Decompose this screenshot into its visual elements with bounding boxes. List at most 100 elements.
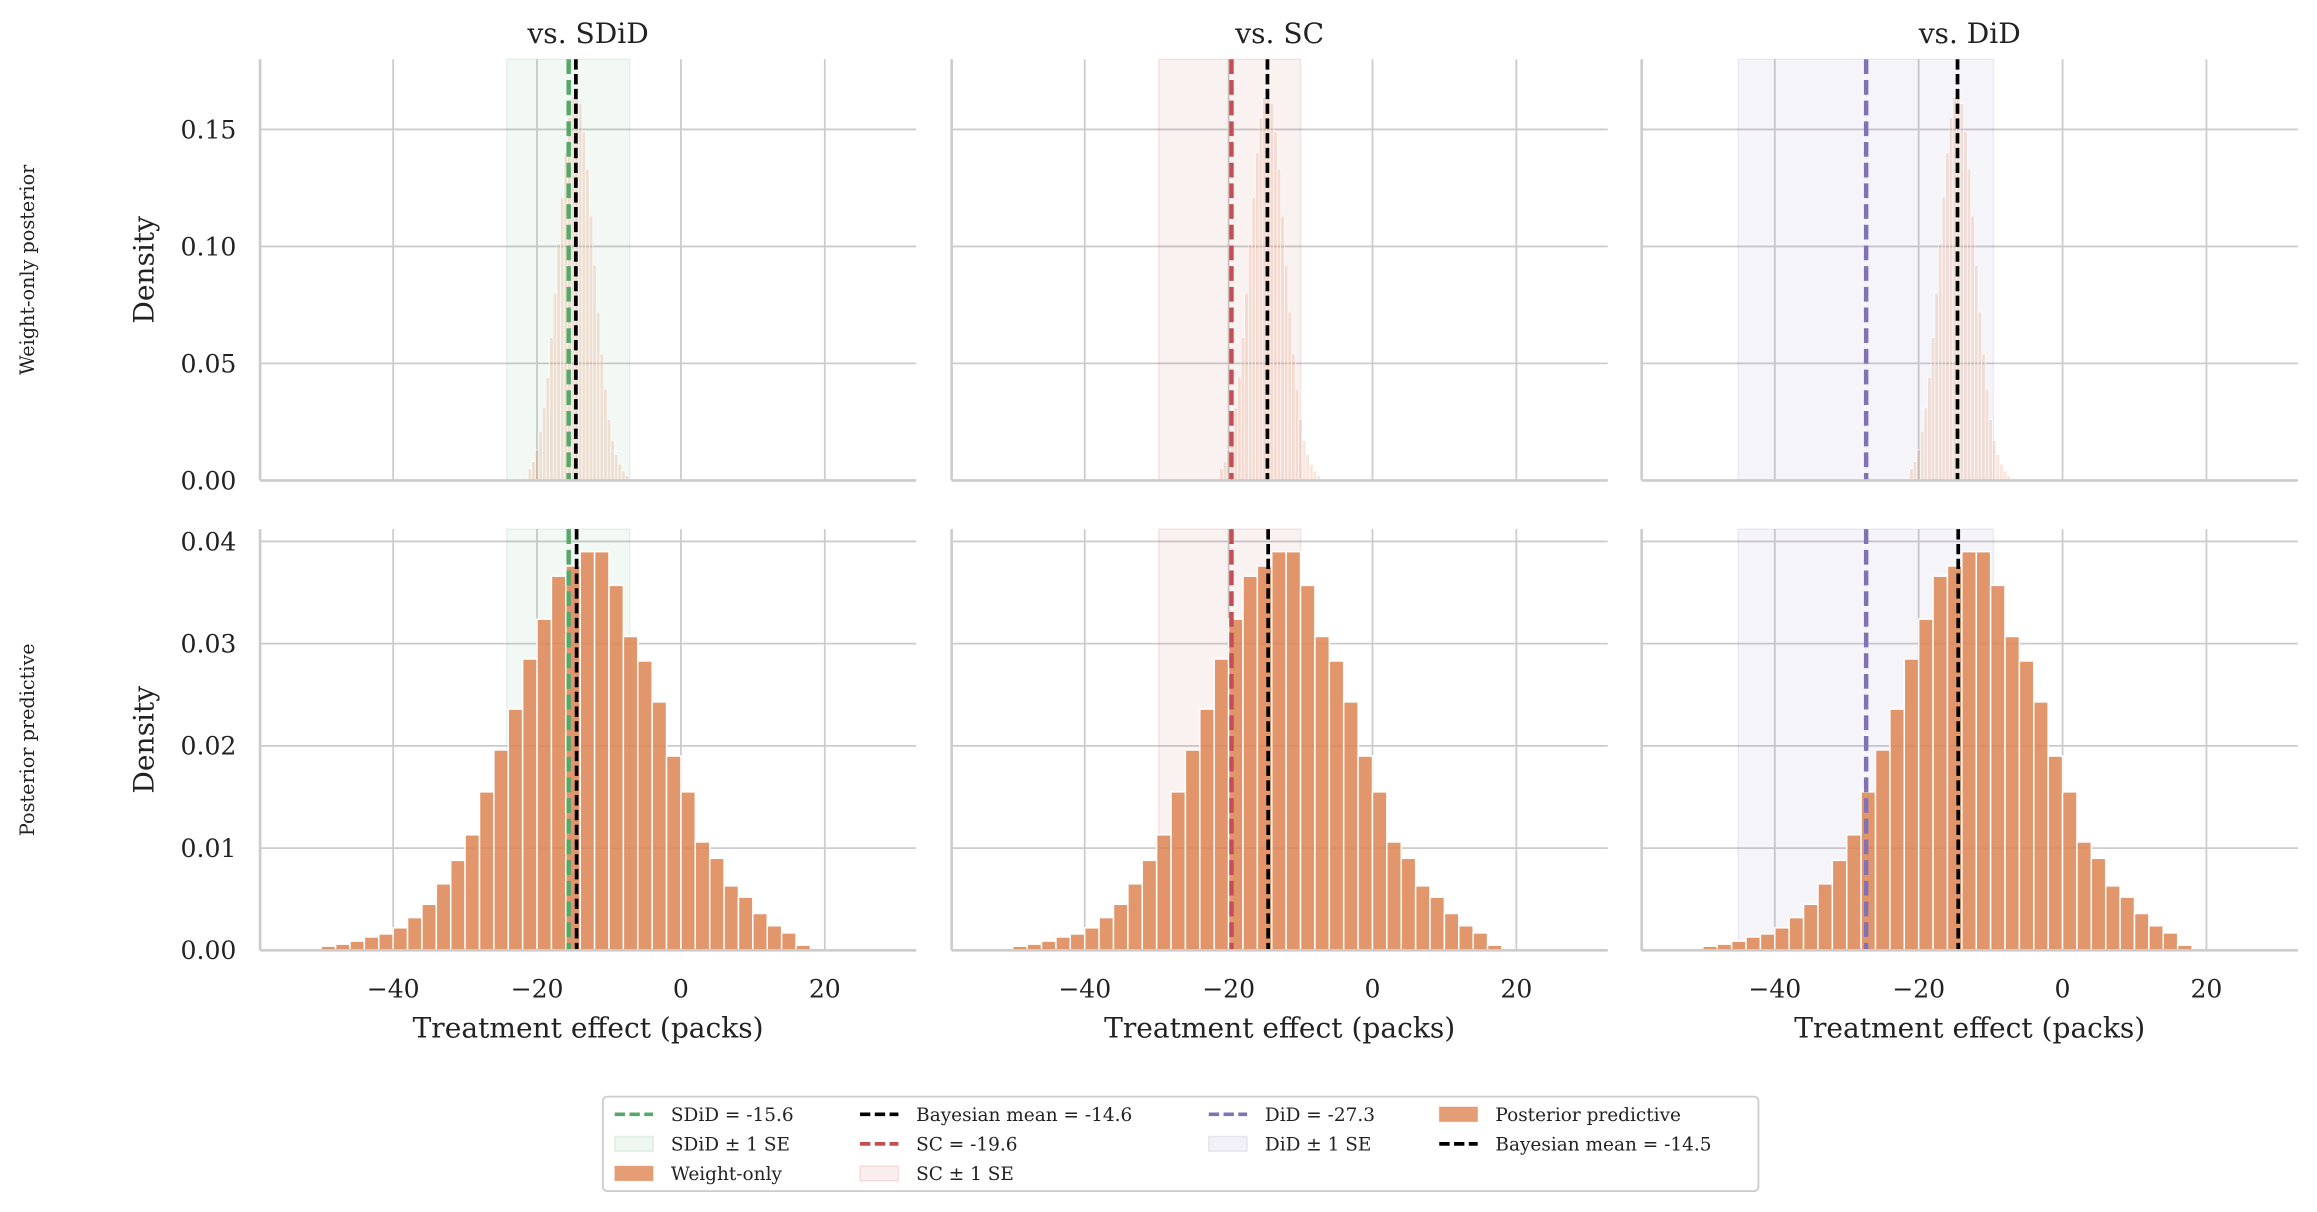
histogram-bar <box>1774 927 1790 952</box>
histogram-bar <box>694 841 711 952</box>
y-tick-label: 0.02 <box>181 732 237 761</box>
histogram-bar <box>1429 896 1446 952</box>
histogram-bar <box>1287 311 1292 481</box>
histogram-bar <box>2148 925 2165 952</box>
legend-label: DiD ± 1 SE <box>1265 1135 1372 1156</box>
histogram-bar <box>1258 117 1264 481</box>
histogram-bar <box>2162 932 2179 952</box>
histogram-bar <box>1242 575 1259 952</box>
histogram-bar <box>588 215 594 481</box>
x-tick-label: −20 <box>1202 975 1255 1004</box>
histogram-bar <box>622 635 639 952</box>
histogram-bar <box>1285 550 1302 952</box>
histogram-bar <box>1305 454 1310 481</box>
x-axis-label: Treatment effect (packs) <box>1794 1011 2145 1044</box>
legend-patch-swatch <box>613 1165 654 1182</box>
histogram-bar <box>1069 933 1086 952</box>
y-tick-label: 0.03 <box>181 630 237 659</box>
histogram-bar <box>1276 168 1282 481</box>
histogram-bar <box>780 932 797 952</box>
histogram-bar <box>1213 658 1230 952</box>
histogram-bar <box>1927 377 1932 481</box>
y-tick-label: 0.00 <box>181 936 237 965</box>
histogram-bar <box>1970 215 1975 481</box>
histogram-bar <box>617 463 622 481</box>
legend-label: Bayesian mean = -14.5 <box>1495 1135 1711 1156</box>
histogram-bar <box>1917 618 1934 952</box>
histogram-bar <box>1273 131 1278 481</box>
histogram-bar <box>1219 468 1224 481</box>
x-axis-label: Treatment effect (packs) <box>413 1011 764 1044</box>
x-tick-label: −20 <box>1892 975 1945 1004</box>
x-tick-label: 0 <box>673 975 689 1004</box>
histogram-bar <box>1112 903 1129 952</box>
histogram-bar <box>449 859 466 952</box>
histogram-bar <box>1977 311 1982 481</box>
y-tick-label: 0.01 <box>181 834 237 863</box>
histogram-bar <box>2104 885 2121 952</box>
legend-label: Weight-only <box>671 1164 783 1185</box>
histogram-bar <box>1400 857 1417 952</box>
histogram-bar <box>464 834 481 952</box>
histogram-bar <box>606 419 612 481</box>
histogram-bar <box>556 243 561 481</box>
histogram-bar <box>1222 461 1228 481</box>
row-label: Weight-only posterior <box>16 164 39 375</box>
histogram-bar <box>1932 575 1949 952</box>
histogram-bar <box>1941 197 1946 481</box>
histogram-bar <box>2033 701 2049 952</box>
histogram-bar <box>1909 468 1914 481</box>
histogram-bar <box>2090 857 2107 952</box>
histogram-bar <box>560 197 565 481</box>
x-tick-label: −40 <box>1748 975 1801 1004</box>
panel-title: vs. DiD <box>1918 17 2021 50</box>
histogram-bar <box>1312 470 1318 481</box>
histogram-bar <box>1988 419 1993 481</box>
histogram-bar <box>1184 749 1201 952</box>
legend-label: Bayesian mean = -14.6 <box>916 1105 1132 1126</box>
x-tick-label: −20 <box>511 975 564 1004</box>
histogram-bar <box>1945 152 1950 481</box>
histogram-bar <box>1959 103 1964 481</box>
histogram-bar <box>680 791 697 952</box>
histogram-bar <box>1961 550 1977 952</box>
histogram-bar <box>2002 470 2008 481</box>
legend-label: SDiD ± 1 SE <box>671 1135 790 1156</box>
histogram-bar <box>542 407 547 481</box>
panel-r0-c2: vs. DiD <box>1640 17 2298 482</box>
histogram-bar <box>1170 791 1187 952</box>
histogram-bar <box>708 857 725 952</box>
y-tick-label: 0.05 <box>181 349 237 378</box>
histogram-bar <box>1127 883 1144 952</box>
x-axis-label: Treatment effect (packs) <box>1104 1011 1455 1044</box>
histogram-bar <box>1291 353 1296 481</box>
x-tick-label: 20 <box>809 975 841 1004</box>
histogram-bar <box>1788 916 1805 952</box>
histogram-bar <box>1357 755 1374 952</box>
histogram-bar <box>2047 755 2064 952</box>
histogram-bar <box>1342 701 1359 952</box>
histogram-bar <box>1938 243 1943 481</box>
histogram-bar <box>1237 377 1242 481</box>
histogram-bar <box>1244 292 1249 481</box>
row-label: Posterior predictive <box>16 643 39 836</box>
y-axis-label: Density <box>128 686 161 794</box>
histogram-bar <box>1966 168 1972 481</box>
histogram-bar <box>1386 841 1402 952</box>
histogram-bar <box>1271 550 1287 952</box>
panel-r0-c1: vs. SC <box>950 17 1608 482</box>
histogram-bar <box>2076 841 2093 952</box>
histogram-bar <box>637 660 653 952</box>
histogram-bar <box>1831 859 1848 952</box>
histogram-bar <box>1240 337 1246 481</box>
x-tick-label: −40 <box>367 975 420 1004</box>
histogram-bar <box>1759 933 1776 952</box>
histogram-bar <box>593 550 610 952</box>
x-tick-label: 20 <box>2190 975 2222 1004</box>
histogram-bar <box>665 755 682 952</box>
histogram-bar <box>549 337 554 481</box>
histogram-bar <box>1974 264 1979 481</box>
histogram-bar <box>521 658 538 952</box>
legend-label: SDiD = -15.6 <box>671 1105 794 1126</box>
